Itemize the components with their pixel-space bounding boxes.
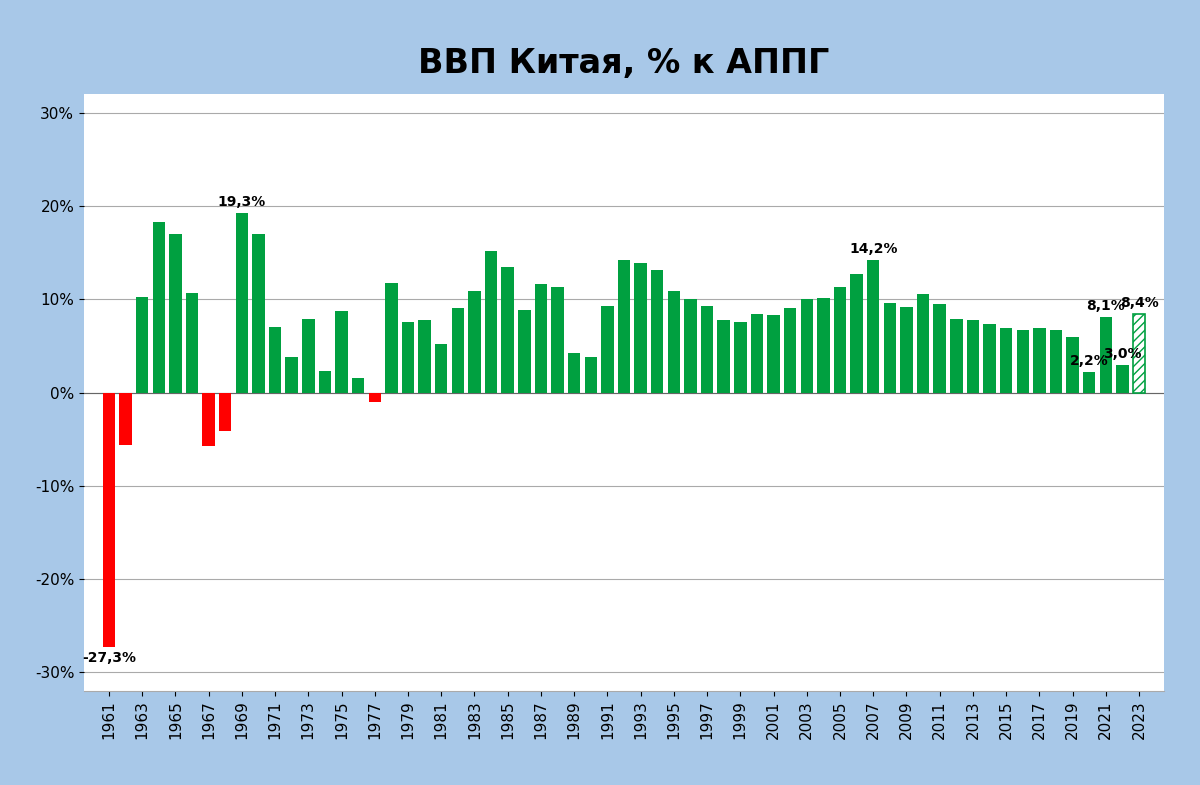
Bar	[518, 311, 530, 392]
Bar	[235, 213, 248, 392]
Bar	[169, 234, 181, 392]
Bar	[1050, 330, 1062, 392]
Bar	[252, 234, 265, 392]
Bar	[751, 314, 763, 392]
Bar	[335, 312, 348, 392]
Bar	[535, 284, 547, 392]
Text: 2,2%: 2,2%	[1070, 354, 1109, 368]
Bar	[1016, 330, 1028, 392]
Bar	[667, 291, 680, 392]
Bar	[851, 274, 863, 392]
Bar	[419, 319, 431, 392]
Bar	[220, 392, 232, 431]
Bar	[103, 392, 115, 647]
Bar	[983, 324, 996, 392]
Text: 8,1%: 8,1%	[1086, 299, 1126, 313]
Bar	[368, 392, 380, 402]
Bar	[352, 378, 365, 392]
Bar	[601, 306, 613, 392]
Bar	[917, 294, 929, 392]
Bar	[286, 357, 298, 392]
Bar	[734, 322, 746, 392]
Bar	[203, 392, 215, 446]
Text: 19,3%: 19,3%	[217, 195, 266, 209]
Bar	[468, 291, 481, 392]
Bar	[635, 263, 647, 392]
Bar	[650, 270, 664, 392]
Bar	[701, 306, 713, 392]
Bar	[1067, 337, 1079, 392]
Text: 8,4%: 8,4%	[1120, 297, 1158, 311]
Bar	[485, 251, 497, 392]
Bar	[551, 287, 564, 392]
Bar	[302, 319, 314, 392]
Bar	[319, 371, 331, 392]
Bar	[834, 287, 846, 392]
Bar	[568, 353, 581, 392]
Bar	[186, 293, 198, 392]
Bar	[934, 304, 946, 392]
Bar	[1133, 314, 1145, 392]
Bar	[1099, 317, 1112, 392]
Bar	[618, 260, 630, 392]
Bar	[950, 319, 962, 392]
Bar	[451, 308, 464, 392]
Bar	[1084, 372, 1096, 392]
Bar	[784, 308, 797, 392]
Bar	[817, 298, 829, 392]
Text: 3,0%: 3,0%	[1103, 347, 1141, 361]
Bar	[866, 260, 880, 392]
Bar	[402, 322, 414, 392]
Bar	[767, 315, 780, 392]
Title: ВВП Китая, % к АППГ: ВВП Китая, % к АППГ	[419, 47, 829, 80]
Bar	[119, 392, 132, 444]
Bar	[1116, 364, 1129, 392]
Bar	[269, 327, 281, 392]
Bar	[718, 319, 730, 392]
Bar	[584, 357, 596, 392]
Bar	[152, 222, 164, 392]
Bar	[385, 283, 397, 392]
Bar	[800, 299, 812, 392]
Bar	[1000, 328, 1013, 392]
Bar	[684, 299, 697, 392]
Text: 14,2%: 14,2%	[848, 243, 898, 257]
Bar	[900, 307, 913, 392]
Bar	[436, 344, 448, 392]
Bar	[1033, 328, 1045, 392]
Text: -27,3%: -27,3%	[82, 651, 136, 665]
Bar	[502, 267, 514, 392]
Bar	[967, 319, 979, 392]
Bar	[883, 303, 896, 392]
Bar	[136, 298, 149, 392]
